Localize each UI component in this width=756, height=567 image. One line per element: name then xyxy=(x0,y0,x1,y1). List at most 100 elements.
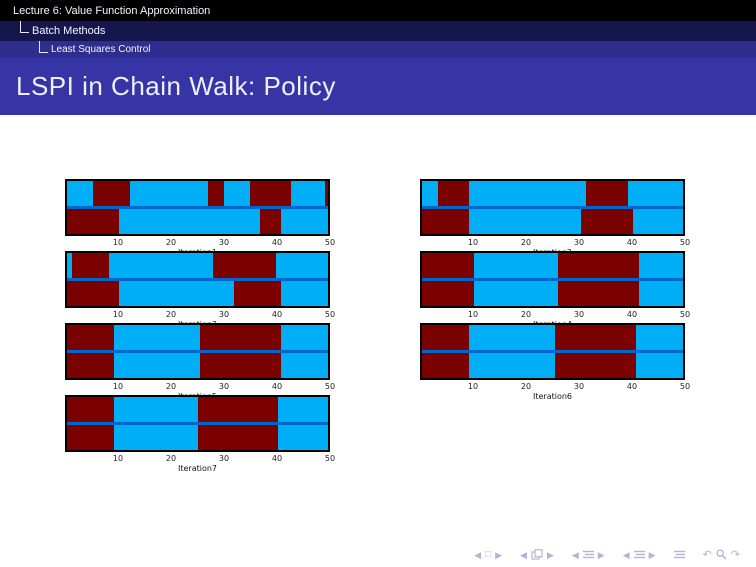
slide-back-icon[interactable]: ◀ xyxy=(474,549,482,560)
row-divider-line xyxy=(67,206,328,209)
subsection-forward-icon[interactable]: ▶ xyxy=(597,549,605,560)
back-icon[interactable]: ↶ xyxy=(702,548,712,561)
segment-red xyxy=(67,397,114,422)
policy-chart-iteration4: 1020304050Iteration4 xyxy=(420,251,690,329)
segment-blue xyxy=(422,181,438,206)
nav-symbol-group: ◀ ▶ xyxy=(518,549,556,560)
row-divider-line xyxy=(67,350,328,353)
row-divider-line xyxy=(422,350,683,353)
segment-red xyxy=(67,425,114,450)
slide-title: LSPI in Chain Walk: Policy xyxy=(16,71,336,101)
frame-back-icon[interactable]: ◀ xyxy=(520,549,527,560)
nav-symbol-group: ◀ □ ▶ xyxy=(472,548,504,560)
segment-red xyxy=(207,181,224,206)
segment-blue xyxy=(468,181,587,206)
segment-red xyxy=(557,253,639,278)
policy-chart-iteration7: 10 20 30 40 50 Iteration7 xyxy=(65,395,335,473)
breadcrumb-subsection-label[interactable]: Least Squares Control xyxy=(51,44,151,55)
x-tick-label: 50 xyxy=(679,310,691,319)
segment-blue xyxy=(113,425,198,450)
x-tick-label: 10 xyxy=(112,454,124,463)
x-axis-label: Iteration7 xyxy=(177,464,218,473)
x-tick-label: 30 xyxy=(218,382,230,391)
forward-icon[interactable]: ↷ xyxy=(730,548,740,561)
beamer-navigation-bar: ◀ □ ▶ ◀ ▶ ◀ ▶ ◀ ▶ ↶ ↷ xyxy=(458,549,742,560)
x-axis-ticks: 10 20 30 40 50 xyxy=(65,382,335,391)
x-tick-label: 10 xyxy=(467,238,479,247)
slide-icon[interactable]: □ xyxy=(485,548,492,560)
x-tick-label: 50 xyxy=(324,454,336,463)
x-tick-label: 30 xyxy=(573,310,585,319)
segment-red xyxy=(249,181,292,206)
x-axis-ticks: 10 20 30 40 50 xyxy=(65,310,335,319)
policy-row-bottom xyxy=(422,281,683,306)
policy-chart-iteration6: 10 20 30 40 50 Iteration6 xyxy=(420,323,690,401)
frame-forward-icon[interactable]: ▶ xyxy=(546,549,554,560)
segment-red xyxy=(234,281,281,306)
segment-red xyxy=(437,181,469,206)
breadcrumb-section-label[interactable]: Batch Methods xyxy=(32,25,106,37)
segment-red xyxy=(557,281,639,306)
frames-icon[interactable] xyxy=(531,549,543,560)
segment-blue xyxy=(281,281,328,306)
nav-symbol-group: ◀ ▶ xyxy=(621,550,658,560)
segment-red xyxy=(200,353,282,378)
x-axis-ticks: 10 20 30 40 50 xyxy=(420,382,690,391)
section-forward-icon[interactable]: ▶ xyxy=(648,549,656,560)
segment-red xyxy=(422,281,475,306)
segment-red xyxy=(213,253,276,278)
segment-red xyxy=(422,353,469,378)
x-tick-label: 20 xyxy=(520,238,532,247)
breadcrumb-lecture-bar: Lecture 6: Value Function Approximation xyxy=(0,0,756,21)
x-tick-label: 40 xyxy=(271,310,283,319)
segment-blue xyxy=(474,281,558,306)
x-tick-label: 50 xyxy=(679,238,691,247)
section-back-icon[interactable]: ◀ xyxy=(622,549,630,560)
plot-area xyxy=(65,395,330,452)
policy-row-bottom xyxy=(67,353,328,378)
policy-chart-iteration3: 1020304050Iteration3 xyxy=(65,251,335,329)
presentation-icon[interactable] xyxy=(673,550,685,559)
x-axis-label: Iteration6 xyxy=(532,392,573,401)
segment-blue xyxy=(281,325,328,350)
x-tick-label: 40 xyxy=(271,238,283,247)
segment-red xyxy=(67,209,120,234)
plot-area xyxy=(65,179,330,236)
segment-blue xyxy=(129,181,208,206)
policy-chart-iteration1: 1020304050Iteration1 xyxy=(65,179,335,257)
section-icon[interactable] xyxy=(633,550,645,559)
subsection-icon[interactable] xyxy=(582,550,594,559)
nav-symbol-group: ◀ ▶ xyxy=(570,550,607,560)
breadcrumb-subsection-bar[interactable]: Least Squares Control xyxy=(0,41,756,58)
x-axis-ticks: 10 20 30 40 50 xyxy=(420,310,690,319)
segment-red xyxy=(67,353,114,378)
x-tick-label: 50 xyxy=(679,382,691,391)
slide-title-bar: LSPI in Chain Walk: Policy xyxy=(0,58,756,115)
segment-red xyxy=(200,325,282,350)
segment-red xyxy=(67,281,120,306)
plot-area xyxy=(420,323,685,380)
segment-red xyxy=(422,209,469,234)
segment-red xyxy=(197,397,279,422)
segment-red xyxy=(581,209,634,234)
segment-blue xyxy=(278,425,328,450)
segment-blue xyxy=(636,325,683,350)
subsection-back-icon[interactable]: ◀ xyxy=(571,549,579,560)
x-tick-label: 30 xyxy=(218,454,230,463)
policy-row-bottom xyxy=(422,353,683,378)
slide-forward-icon[interactable]: ▶ xyxy=(495,549,503,560)
segment-red xyxy=(555,325,637,350)
policy-chart-iteration2: 1020304050Iteration2 xyxy=(420,179,690,257)
policy-row-top xyxy=(67,181,328,206)
segment-blue xyxy=(468,353,556,378)
segment-red xyxy=(422,325,469,350)
row-divider-line xyxy=(422,206,683,209)
x-tick-label: 10 xyxy=(112,382,124,391)
segment-blue xyxy=(119,281,235,306)
segment-blue xyxy=(275,253,328,278)
search-icon[interactable] xyxy=(716,549,727,560)
tree-connector-icon xyxy=(20,21,29,33)
breadcrumb-section-bar[interactable]: Batch Methods xyxy=(0,21,756,41)
x-tick-label: 50 xyxy=(324,310,336,319)
x-tick-label: 40 xyxy=(271,382,283,391)
